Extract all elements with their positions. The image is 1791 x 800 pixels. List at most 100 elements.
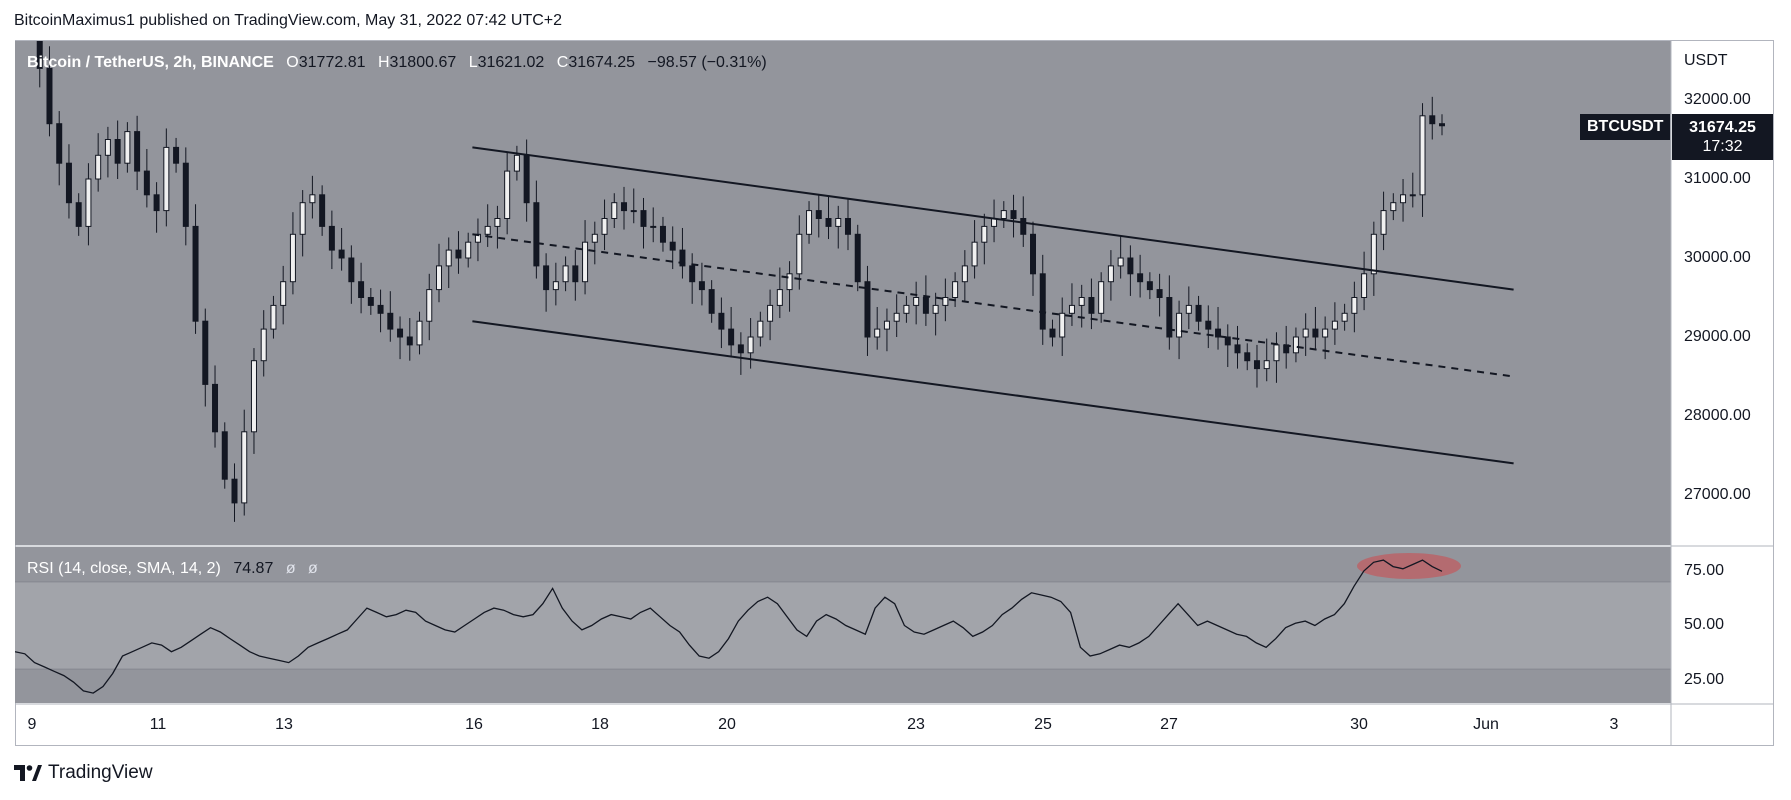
candle-body [1361, 273, 1368, 298]
candle-body [825, 218, 832, 227]
candle-body [289, 233, 296, 283]
candle-body [455, 249, 462, 259]
candle-body [280, 281, 287, 306]
change-value: −98.57 (−0.31%) [647, 54, 767, 71]
candle-body [591, 233, 598, 243]
rsi-band [15, 581, 1671, 670]
candle-body [913, 297, 920, 306]
candle-body [504, 170, 511, 220]
candle-body [56, 123, 63, 164]
price-axis-unit[interactable]: USDT [1684, 52, 1728, 69]
candle-body [1390, 202, 1397, 212]
candle-body [1439, 123, 1445, 127]
symbol-label[interactable]: Bitcoin / TetherUS, 2h, BINANCE [27, 54, 274, 71]
candle-body [1224, 336, 1231, 346]
candle-body [806, 210, 813, 235]
candle-body [844, 218, 851, 235]
candle-body [435, 265, 442, 291]
low-key: L [468, 54, 478, 71]
candle-body [1098, 281, 1105, 314]
rsi-na-1: ø [285, 560, 296, 577]
candle-body [494, 218, 501, 227]
tradingview-brand[interactable]: TradingView [14, 762, 153, 784]
candle-body [883, 320, 890, 330]
candle-body [523, 154, 530, 204]
high-key: H [377, 54, 390, 71]
brand-name: TradingView [48, 762, 153, 783]
time-tick-3: 3 [1609, 716, 1619, 733]
candle-body [406, 336, 413, 346]
candle-body [1000, 210, 1007, 220]
candle-body [319, 194, 326, 227]
time-tick-25: 25 [1034, 716, 1052, 733]
rsi-label[interactable]: RSI (14, close, SMA, 14, 2) [27, 560, 221, 577]
candle-body [1205, 320, 1212, 330]
candle-body [689, 265, 696, 283]
candle-body [1127, 257, 1134, 275]
candle-body [484, 225, 491, 235]
candle-body [932, 304, 939, 314]
candle-body [1351, 297, 1358, 314]
price-tick-28000: 28000.00 [1684, 407, 1751, 424]
candle-body [1185, 304, 1192, 314]
candle-body [1322, 328, 1329, 338]
last-price-tag: 31674.25 17:32 [1672, 114, 1773, 160]
candle-body [231, 478, 238, 504]
candle-body [153, 194, 160, 212]
candles-group [36, 41, 1445, 522]
candle-body [1156, 289, 1163, 299]
rsi-value: 74.87 [233, 560, 274, 577]
candle-body [1068, 304, 1075, 314]
candle-body [718, 312, 725, 330]
price-pane[interactable] [15, 41, 1671, 545]
candle-body [46, 67, 53, 125]
time-tick-16: 16 [465, 716, 483, 733]
price-tick-27000: 27000.00 [1684, 486, 1751, 503]
channel-lower-line [472, 320, 1514, 465]
candle-body [1273, 344, 1280, 362]
low-value: 31621.02 [477, 54, 545, 71]
candle-body [1059, 312, 1066, 338]
high-value: 31800.67 [389, 54, 457, 71]
candle-body [776, 289, 783, 306]
time-tick-13: 13 [275, 716, 293, 733]
time-tick-20: 20 [718, 716, 736, 733]
candle-body [397, 328, 404, 338]
candle-body [1331, 320, 1338, 330]
candle-body [114, 139, 121, 164]
candle-body [1409, 194, 1416, 197]
rsi-tick-25: 25.00 [1684, 671, 1725, 688]
time-tick-27: 27 [1160, 716, 1178, 733]
candle-body [387, 312, 394, 330]
price-tick-29000: 29000.00 [1684, 328, 1751, 345]
candle-body [611, 202, 618, 219]
candle-body [961, 265, 968, 283]
candle-body [202, 320, 209, 385]
candle-body [1253, 360, 1260, 370]
candle-body [513, 154, 520, 172]
candle-body [426, 289, 433, 322]
candle-body [1263, 360, 1270, 370]
candle-body [250, 360, 257, 433]
candle-body [1146, 281, 1153, 291]
last-price: 31674.25 [1689, 119, 1756, 136]
candle-body [270, 304, 277, 330]
candle-body [1039, 273, 1046, 330]
close-value: 31674.25 [568, 54, 636, 71]
candle-body [1215, 328, 1222, 338]
candle-body [358, 281, 365, 299]
candle-body [562, 265, 569, 283]
candle-body [679, 249, 686, 267]
candle-body [669, 241, 676, 251]
candle-body [737, 344, 744, 354]
ticker-tag: BTCUSDT [1580, 114, 1671, 140]
candle-body [630, 210, 637, 213]
candle-body [367, 297, 374, 306]
candle-body [942, 297, 949, 306]
candle-body [416, 320, 423, 346]
candle-body [1166, 297, 1173, 338]
candle-body [95, 154, 102, 180]
candle-body [465, 241, 472, 259]
candle-body [1195, 304, 1202, 322]
